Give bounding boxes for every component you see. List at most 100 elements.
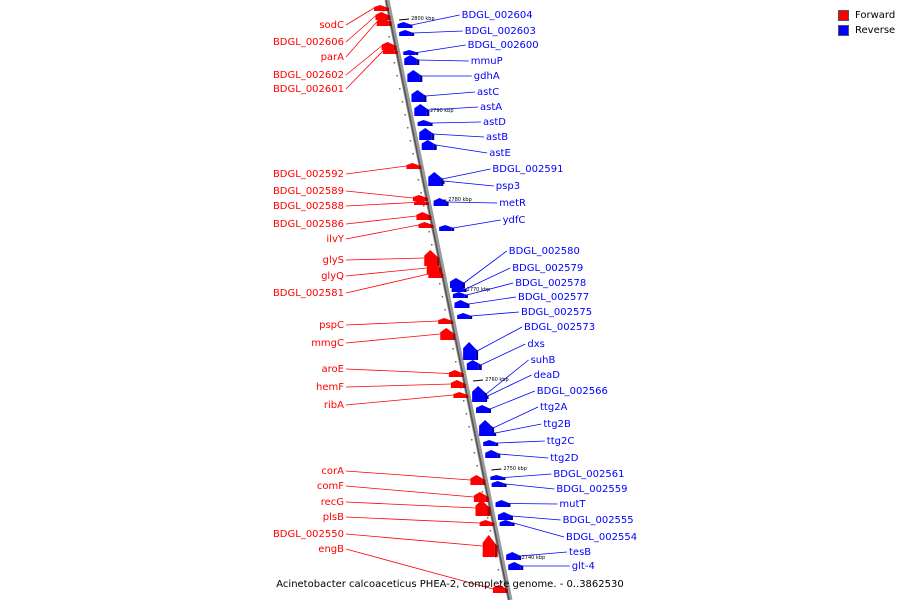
strand-dot <box>468 426 470 428</box>
reverse-leader-line <box>435 144 488 154</box>
forward-gene-block <box>424 250 440 266</box>
forward-gene-block <box>406 163 422 169</box>
strand-dot <box>417 179 420 181</box>
forward-gene-label: glyQ <box>321 271 344 282</box>
tick-label: 2790 kbp <box>430 108 454 114</box>
forward-leader-line <box>345 333 441 344</box>
reverse-gene-block <box>476 405 492 413</box>
strand-dot <box>441 296 444 298</box>
strand-dot <box>399 88 401 90</box>
strand-dot <box>465 413 468 415</box>
reverse-gene-block <box>407 70 423 82</box>
reverse-leader-line <box>433 133 485 138</box>
reverse-leader-line <box>495 423 542 434</box>
reverse-gene-block <box>439 225 455 231</box>
forward-gene-label: mmgC <box>311 338 344 349</box>
strand-dot <box>476 465 478 467</box>
reverse-gene-label: gdhA <box>474 71 500 82</box>
reverse-leader-line <box>476 326 523 352</box>
forward-gene-label: engB <box>318 544 344 555</box>
reverse-gene-block <box>421 140 437 150</box>
forward-gene-label: recG <box>321 497 344 508</box>
forward-swatch <box>838 10 849 21</box>
forward-gene-label: BDGL_002602 <box>273 70 344 81</box>
reverse-gene-label: BDGL_002559 <box>556 484 627 495</box>
forward-leader-line <box>345 383 451 388</box>
forward-leader-line <box>345 533 483 547</box>
reverse-gene-block <box>419 128 435 140</box>
tick-mark <box>399 18 410 21</box>
reverse-gene-label: glt-4 <box>572 561 595 572</box>
reverse-leader-line <box>411 14 460 26</box>
reverse-leader-line <box>485 359 529 395</box>
legend-reverse: Reverse <box>838 23 895 38</box>
tick-label: 2750 kbp <box>503 466 527 472</box>
strand-dot <box>439 283 441 285</box>
forward-gene-label: BDGL_002592 <box>273 169 344 180</box>
forward-leader-line <box>345 215 417 225</box>
reverse-gene-label: ttg2C <box>547 436 575 447</box>
forward-leader-line <box>345 165 407 175</box>
forward-gene-label: BDGL_002588 <box>273 201 344 212</box>
reverse-leader-line <box>511 515 561 521</box>
forward-leader-line <box>345 15 376 43</box>
reverse-gene-label: deaD <box>534 370 561 381</box>
forward-leader-line <box>345 394 454 406</box>
reverse-gene-label: BDGL_002575 <box>521 307 592 318</box>
reverse-leader-line <box>431 121 482 124</box>
strand-dot <box>489 530 492 532</box>
strand-dot <box>407 127 409 129</box>
reverse-gene-label: astB <box>486 132 508 143</box>
reverse-leader-line <box>447 201 498 204</box>
strand-dot <box>393 62 396 64</box>
reverse-gene-label: BDGL_002555 <box>563 515 634 526</box>
reverse-gene-block <box>495 500 511 507</box>
reverse-gene-label: BDGL_002578 <box>515 278 586 289</box>
forward-gene-block <box>492 585 508 593</box>
reverse-leader-line <box>465 267 511 290</box>
legend-forward-label: Forward <box>855 10 896 21</box>
reverse-leader-line <box>413 30 463 34</box>
reverse-leader-line <box>417 44 466 53</box>
reverse-gene-block <box>508 562 524 570</box>
reverse-gene-block <box>457 313 473 319</box>
forward-gene-block <box>453 392 469 398</box>
forward-gene-block <box>438 318 454 324</box>
reverse-gene-block <box>481 430 497 436</box>
forward-gene-label: BDGL_002550 <box>273 529 344 540</box>
legend: Forward Reverse <box>838 8 895 38</box>
forward-leader-line <box>345 7 375 26</box>
forward-gene-block <box>448 370 464 377</box>
strand-dot <box>486 517 489 519</box>
forward-gene-label: BDGL_002589 <box>273 186 344 197</box>
reverse-gene-block <box>414 104 430 116</box>
forward-gene-block <box>375 12 391 20</box>
forward-gene-label: sodC <box>319 20 344 31</box>
forward-gene-block <box>382 48 398 54</box>
reverse-leader-line <box>492 406 539 429</box>
forward-leader-line <box>345 368 449 374</box>
forward-gene-label: hemF <box>316 382 344 393</box>
forward-leader-line <box>345 45 382 76</box>
reverse-gene-label: ydfC <box>503 215 526 226</box>
forward-gene-label: ribA <box>324 400 344 411</box>
tick-label: 2740 kbp <box>522 555 546 561</box>
reverse-leader-line <box>471 311 520 317</box>
reverse-gene-label: BDGL_002604 <box>462 10 533 21</box>
strand-dot <box>473 452 476 454</box>
reverse-gene-block <box>452 292 468 298</box>
reverse-gene-label: astC <box>477 87 499 98</box>
reverse-leader-line <box>489 390 535 410</box>
strand-dot <box>404 114 406 116</box>
forward-gene-block <box>418 222 434 228</box>
reverse-leader-line <box>463 250 508 284</box>
reverse-leader-line <box>418 59 469 62</box>
reverse-leader-line <box>509 503 558 505</box>
strand-dot <box>431 244 433 246</box>
legend-forward: Forward <box>838 8 895 23</box>
tick-mark <box>473 379 484 382</box>
reverse-leader-line <box>453 219 501 229</box>
reverse-leader-line <box>504 473 552 478</box>
reverse-leader-line <box>520 551 568 557</box>
